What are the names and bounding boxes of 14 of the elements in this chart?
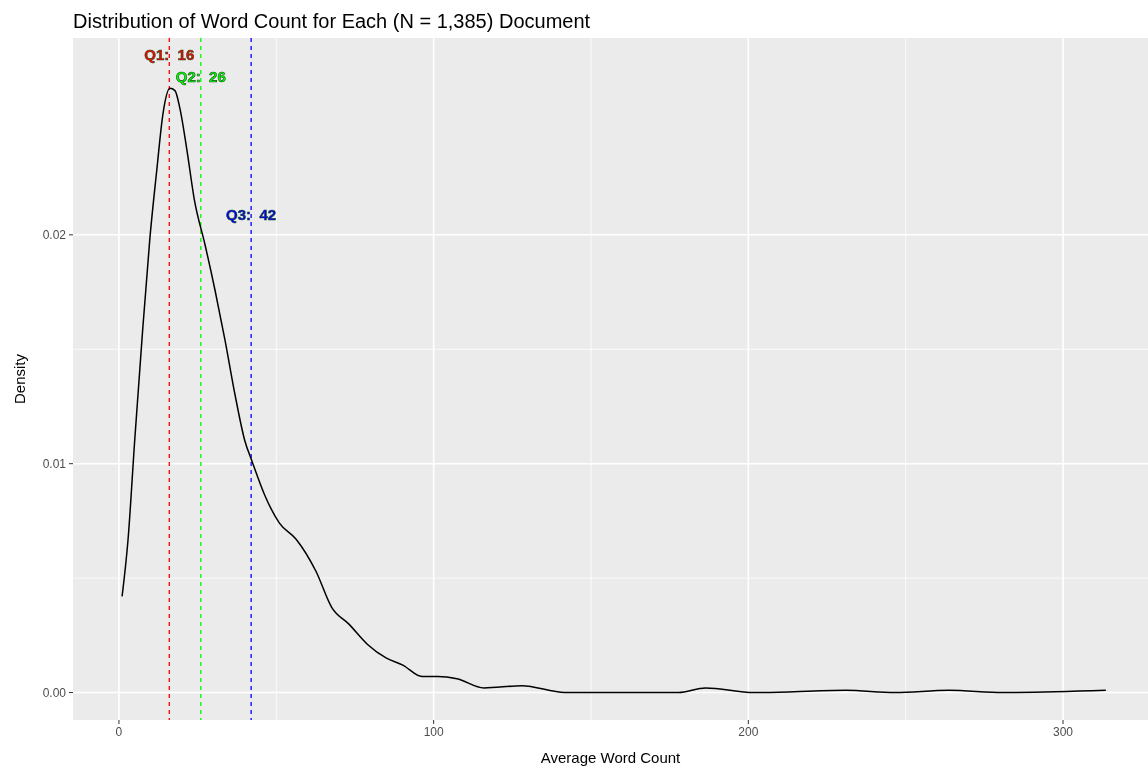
- x-tick-label: 300: [1053, 725, 1074, 739]
- annotation: Q2: 26: [175, 68, 226, 86]
- y-tick-label: 0.01: [42, 456, 67, 471]
- x-tick-label: 200: [738, 725, 759, 739]
- line-series: [121, 87, 1107, 694]
- y-tick-label: 0.00: [42, 685, 67, 700]
- annotation: Q3: 42: [226, 205, 277, 223]
- x-tick-label: 0: [115, 725, 123, 739]
- x-tick-label: 100: [423, 725, 444, 739]
- x-axis-title: Average Word Count: [540, 749, 682, 766]
- y-axis-title: Density: [11, 353, 28, 405]
- y-tick-label: 0.02: [42, 227, 67, 242]
- annotation: Q1: 16: [144, 45, 195, 63]
- chart-title: Distribution of Word Count for Each (N = 1,385) Document: [73, 10, 591, 32]
